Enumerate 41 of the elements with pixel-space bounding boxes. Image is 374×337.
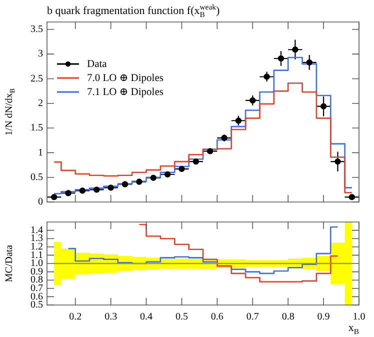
y-tick-label: 3.5 bbox=[30, 24, 43, 36]
x-tick-label: 0.9 bbox=[317, 312, 330, 323]
point bbox=[192, 158, 200, 165]
point bbox=[206, 148, 214, 154]
y-tick-label: 3 bbox=[38, 48, 43, 60]
point bbox=[122, 181, 128, 188]
x-tick-label: 0.2 bbox=[69, 312, 82, 323]
legend-label: 7.0 LO ⊕ Dipoles bbox=[87, 72, 164, 84]
y-tick-label: 0.5 bbox=[30, 172, 43, 183]
point bbox=[221, 134, 228, 141]
y-tick-label: 0 bbox=[38, 196, 43, 208]
legend-label: 7.1 LO ⊕ Dipoles bbox=[87, 86, 164, 98]
x-tick-label: 0.4 bbox=[140, 312, 153, 323]
y-tick-label: 1.4 bbox=[30, 224, 43, 236]
point bbox=[178, 166, 185, 172]
point bbox=[50, 194, 58, 200]
x-tick-label: 0.3 bbox=[104, 312, 118, 323]
legend-label: Data bbox=[87, 58, 108, 70]
y-tick-label: 0.9 bbox=[30, 266, 43, 278]
point bbox=[164, 171, 171, 178]
point bbox=[306, 59, 312, 66]
y-tick-label: 2.5 bbox=[30, 73, 43, 84]
y-axis-title: MC/Data bbox=[4, 244, 15, 282]
point bbox=[65, 190, 72, 196]
y-tick-label: 0.6 bbox=[30, 291, 43, 302]
point bbox=[108, 184, 114, 191]
point bbox=[136, 178, 142, 185]
point bbox=[348, 194, 356, 200]
x-tick-label: 1.0 bbox=[352, 312, 366, 323]
x-tick-label: 0.6 bbox=[210, 312, 224, 323]
point bbox=[94, 186, 100, 193]
y-tick-label: 1 bbox=[38, 147, 43, 158]
point bbox=[150, 174, 156, 181]
x-tick-label: 0.7 bbox=[246, 312, 259, 323]
y-tick-label: 0.5 bbox=[30, 300, 43, 311]
y-tick-label: 0.8 bbox=[30, 274, 43, 286]
y-tick-label: 1.5 bbox=[30, 122, 43, 134]
point bbox=[79, 188, 86, 194]
x-tick-label: 0.8 bbox=[282, 312, 294, 323]
x-tick-label: 0.5 bbox=[175, 312, 188, 323]
y-tick-label: 2 bbox=[38, 98, 43, 109]
